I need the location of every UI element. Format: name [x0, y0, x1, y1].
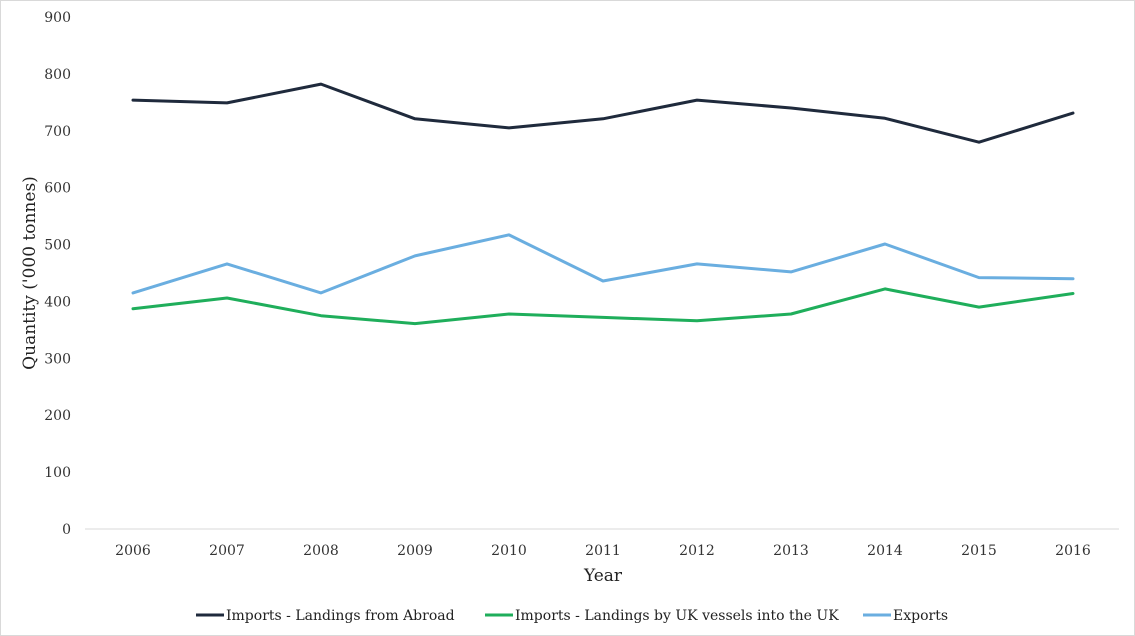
x-tick-label: 2014: [867, 543, 903, 559]
y-tick-label: 0: [62, 522, 71, 538]
x-tick-label: 2015: [961, 543, 997, 559]
series-lines: [131, 82, 1075, 326]
x-tick-label: 2010: [491, 543, 527, 559]
y-tick-label: 300: [44, 351, 71, 367]
series-line-1: [131, 82, 1075, 144]
y-tick-label: 800: [44, 67, 71, 83]
x-tick-label: 2013: [773, 543, 809, 559]
legend: Imports - Landings from Abroad Imports - …: [196, 608, 948, 624]
x-tick-label: 2016: [1055, 543, 1091, 559]
legend-label-1: Imports - Landings from Abroad: [226, 608, 455, 624]
y-tick-label: 900: [44, 10, 71, 26]
x-tick-label: 2012: [679, 543, 715, 559]
y-axis-ticks: 0 100 200 300 400 500 600 700 800 900: [44, 10, 71, 538]
x-axis-ticks: 2006 2007 2008 2009 2010 2011 2012 2013 2014 2015…: [115, 543, 1091, 559]
x-tick-label: 2008: [303, 543, 339, 559]
series-line-2: [131, 287, 1075, 326]
y-tick-label: 700: [44, 124, 71, 140]
y-tick-label: 400: [44, 294, 71, 310]
y-tick-label: 100: [44, 465, 71, 481]
y-tick-label: 600: [44, 181, 71, 197]
x-tick-label: 2009: [397, 543, 433, 559]
x-tick-label: 2011: [585, 543, 621, 559]
y-tick-label: 500: [44, 238, 71, 254]
y-axis-title: Quantity ('000 tonnes): [20, 176, 40, 370]
x-tick-label: 2006: [115, 543, 151, 559]
legend-label-3: Exports: [893, 608, 948, 624]
x-axis-title: Year: [583, 566, 623, 586]
x-tick-label: 2007: [209, 543, 245, 559]
series-line-3: [131, 233, 1075, 295]
y-tick-label: 200: [44, 408, 71, 424]
legend-label-2: Imports - Landings by UK vessels into th…: [515, 608, 839, 624]
